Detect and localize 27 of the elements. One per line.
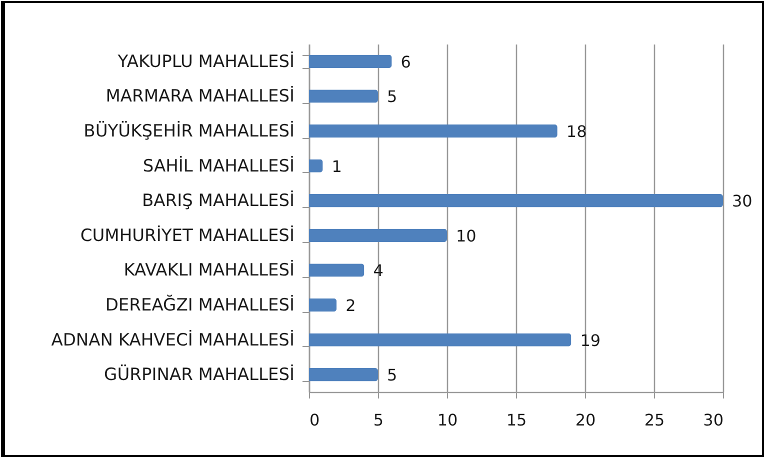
x-tick-label: 25 xyxy=(644,410,665,430)
data-label: 10 xyxy=(456,226,476,246)
y-tick-label: DEREAĞZI MAHALLESİ xyxy=(105,294,294,316)
data-label: 5 xyxy=(387,87,398,106)
y-tick-label: BARIŞ MAHALLESİ xyxy=(142,190,294,212)
y-tick-label: CUMHURİYET MAHALLESİ xyxy=(80,224,294,246)
data-label: 19 xyxy=(580,330,601,350)
y-tick-label: ADNAN KAHVECİ MAHALLESİ xyxy=(51,329,294,350)
data-label: 30 xyxy=(732,192,752,211)
x-tick-label: 0 xyxy=(310,410,320,430)
data-label: 2 xyxy=(346,296,356,315)
x-tick-label: 5 xyxy=(373,410,384,430)
data-label: 4 xyxy=(373,261,384,280)
data-label: 5 xyxy=(387,366,398,385)
y-tick-label: GÜRPINAR MAHALLESİ xyxy=(104,364,294,386)
data-label: 6 xyxy=(400,52,411,72)
y-tick-label: BÜYÜKŞEHİR MAHALLESİ xyxy=(84,120,294,142)
y-tick-label: MARMARA MAHALLESİ xyxy=(106,86,294,107)
x-tick-label: 10 xyxy=(437,410,458,430)
x-tick-label: 15 xyxy=(506,410,527,430)
y-tick-label: SAHİL MAHALLESİ xyxy=(142,155,294,176)
y-tick-label: KAVAKLI MAHALLESİ xyxy=(124,260,294,281)
x-tick-label: 30 xyxy=(703,410,724,430)
data-label: 18 xyxy=(566,122,587,141)
data-label: 1 xyxy=(332,156,342,176)
x-tick-label: 20 xyxy=(575,410,596,430)
y-tick-label: YAKUPLU MAHALLESİ xyxy=(116,50,294,72)
